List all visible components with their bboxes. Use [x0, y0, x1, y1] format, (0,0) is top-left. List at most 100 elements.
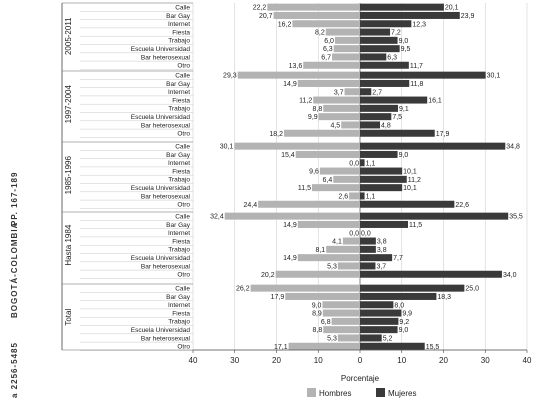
category-label: Fiesta	[172, 168, 190, 175]
bar-mujeres	[360, 113, 392, 121]
category-label: Internet	[168, 21, 190, 28]
value-label-mujeres: 3,7	[376, 263, 386, 270]
x-tick-label: 20	[272, 356, 281, 365]
category-label: Fiesta	[172, 29, 190, 36]
category-label: Calle	[175, 4, 190, 11]
bar-mujeres	[360, 142, 506, 150]
bar-hombres	[334, 36, 360, 44]
value-label-hombres: 6,4	[323, 177, 333, 184]
page-margin-text: a 2256-5485 BOGOTÁ-COLOMBIA PP. 167-189	[10, 172, 19, 398]
bar-hombres	[258, 200, 360, 208]
value-label-hombres: 6,8	[321, 319, 331, 326]
value-label-mujeres: 9,5	[401, 46, 411, 53]
value-label-hombres: 9,9	[308, 114, 318, 121]
category-label: Fiesta	[172, 97, 190, 104]
bar-mujeres	[360, 334, 382, 342]
value-label-hombres: 8,1	[315, 247, 325, 254]
value-label-mujeres: 7,2	[391, 30, 401, 37]
bar-mujeres	[360, 262, 376, 270]
x-tick-label: 30	[481, 356, 490, 365]
category-label: Trabajo	[168, 106, 190, 113]
bar-hombres	[303, 61, 360, 69]
bar-hombres	[318, 113, 360, 121]
bar-hombres	[333, 175, 360, 183]
bar-mujeres	[360, 28, 391, 36]
bar-hombres	[288, 342, 360, 350]
value-label-mujeres: 11,5	[409, 222, 422, 229]
category-label: Internet	[168, 89, 190, 96]
bar-hombres	[349, 192, 360, 200]
bar-mujeres	[360, 45, 400, 53]
value-label-mujeres: 15,5	[426, 344, 440, 351]
value-label-mujeres: 9,0	[399, 152, 409, 159]
value-label-hombres: 17,9	[271, 294, 285, 301]
value-label-hombres: 14,9	[283, 255, 297, 262]
bar-hombres	[342, 237, 360, 245]
bar-mujeres	[360, 309, 402, 317]
value-label-hombres: 17,1	[274, 344, 288, 351]
value-label-mujeres: 17,9	[436, 131, 450, 138]
bar-mujeres	[360, 237, 376, 245]
bar-hombres	[313, 96, 360, 104]
x-tick-label: 40	[189, 356, 198, 365]
bar-mujeres	[360, 36, 398, 44]
category-label: Trabajo	[168, 177, 190, 184]
value-label-mujeres: 9,0	[399, 38, 409, 45]
bar-hombres	[337, 262, 360, 270]
category-label: Fiesta	[172, 310, 190, 317]
x-tick-label: 10	[397, 356, 406, 365]
value-label-mujeres: 10,1	[403, 169, 417, 176]
bar-hombres	[297, 254, 360, 262]
category-label: Internet	[168, 160, 190, 167]
x-tick-label: 0	[358, 356, 363, 365]
value-label-hombres: 6,7	[321, 54, 331, 61]
value-label-mujeres: 11,2	[408, 177, 421, 184]
bar-hombres	[319, 167, 360, 175]
value-label-hombres: 9,0	[312, 302, 322, 309]
bar-hombres	[224, 212, 360, 220]
category-label: Trabajo	[168, 38, 190, 45]
category-label: Otro	[177, 344, 190, 351]
value-label-mujeres: 3,8	[377, 239, 387, 246]
category-label: Bar Gay	[166, 81, 191, 88]
category-label: Calle	[175, 72, 190, 79]
legend-swatch-hombres	[307, 388, 316, 397]
bar-hombres	[275, 270, 360, 278]
value-label-mujeres: 10,1	[403, 185, 417, 192]
category-label: Internet	[168, 230, 190, 237]
value-label-hombres: 5,3	[327, 335, 337, 342]
bar-hombres	[322, 309, 360, 317]
bar-hombres	[326, 245, 360, 253]
margin-pages: PP. 167-189	[10, 172, 19, 226]
category-label: Bar heterosexual	[141, 193, 191, 200]
category-label: Escuela Universidad	[131, 46, 191, 53]
legend-swatch-mujeres	[376, 388, 385, 397]
bar-hombres	[331, 317, 360, 325]
value-label-hombres: 29,3	[223, 73, 237, 80]
bar-mujeres	[360, 192, 365, 200]
category-label: Internet	[168, 302, 190, 309]
category-label: Trabajo	[168, 247, 190, 254]
value-label-hombres: 9,6	[309, 169, 319, 176]
value-label-hombres: 15,4	[281, 152, 295, 159]
bar-hombres	[323, 326, 360, 334]
value-label-mujeres: 20,1	[445, 5, 459, 12]
bar-hombres	[333, 45, 360, 53]
value-label-hombres: 18,2	[269, 131, 283, 138]
value-label-hombres: 3,7	[334, 89, 344, 96]
category-label: Otro	[177, 202, 190, 209]
bar-mujeres	[360, 284, 465, 292]
category-label: Bar heterosexual	[141, 122, 191, 129]
bar-mujeres	[360, 342, 425, 350]
group-labels: 2005-2011 1997-2004 1985-1996 Hasta 1984 Tot…	[64, 17, 73, 326]
value-label-hombres: 30,1	[220, 144, 234, 151]
bars	[224, 3, 509, 350]
category-label: Escuela Universidad	[131, 114, 191, 121]
category-label: Calle	[175, 213, 190, 220]
value-label-hombres: 14,9	[283, 222, 297, 229]
value-label-mujeres: 34,8	[506, 144, 520, 151]
bar-hombres	[325, 28, 360, 36]
value-label-hombres: 6,0	[324, 38, 334, 45]
value-label-mujeres: 0,0	[361, 230, 371, 237]
value-label-hombres: 14,9	[283, 81, 297, 88]
